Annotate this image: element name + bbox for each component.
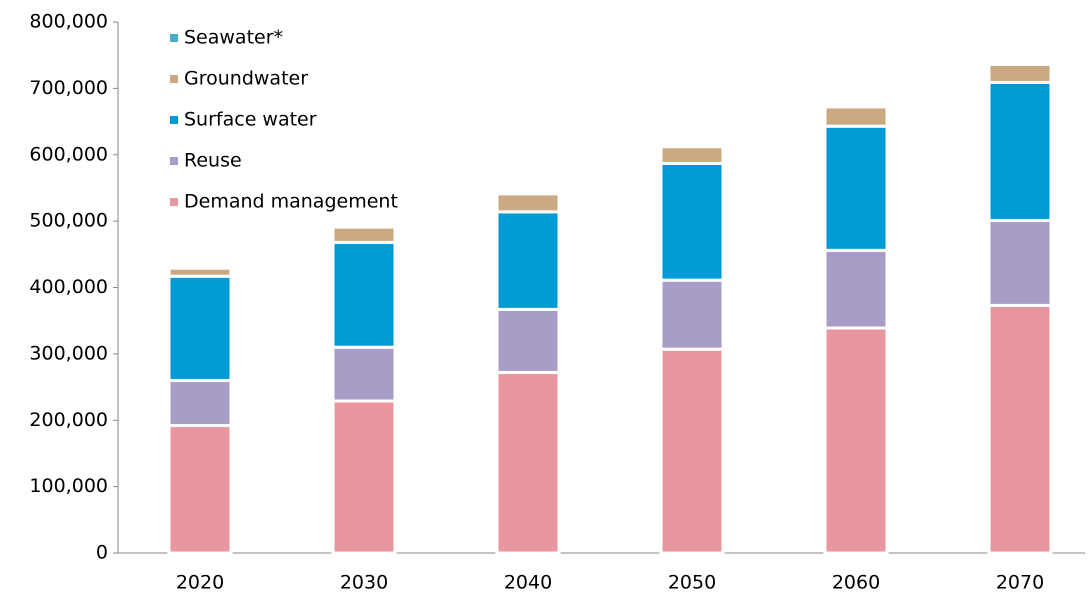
legend-label: Reuse bbox=[184, 150, 242, 172]
bar-segment bbox=[823, 248, 889, 330]
legend-swatch bbox=[170, 157, 178, 165]
bar-segment bbox=[987, 303, 1053, 555]
legend-label: Groundwater bbox=[184, 68, 308, 90]
bar-segment bbox=[495, 210, 561, 311]
x-tick-label: 2050 bbox=[668, 572, 716, 594]
legend-swatch bbox=[170, 116, 178, 124]
x-tick-label: 2070 bbox=[996, 572, 1044, 594]
bar-segment bbox=[495, 192, 561, 214]
legend-swatch bbox=[170, 34, 178, 42]
bar-segment bbox=[167, 378, 233, 428]
bar-segment bbox=[659, 161, 725, 282]
legend-label: Seawater* bbox=[184, 27, 283, 49]
bar-segment bbox=[659, 278, 725, 351]
legend-label: Surface water bbox=[184, 109, 317, 131]
bar-segment bbox=[495, 307, 561, 374]
y-tick-label: 800,000 bbox=[29, 11, 108, 33]
y-tick-label: 100,000 bbox=[29, 475, 108, 497]
bar-segment bbox=[167, 266, 233, 278]
bar-segment bbox=[331, 240, 397, 349]
bar-segment bbox=[987, 80, 1053, 222]
bar-segment bbox=[823, 105, 889, 128]
y-tick-label: 200,000 bbox=[29, 409, 108, 431]
bar-segment bbox=[331, 345, 397, 403]
bar-segment bbox=[823, 124, 889, 252]
x-tick-label: 2060 bbox=[832, 572, 880, 594]
bar-segment bbox=[659, 347, 725, 555]
y-tick-label: 0 bbox=[96, 542, 108, 564]
bar-segment bbox=[331, 225, 397, 244]
x-tick-label: 2040 bbox=[504, 572, 552, 594]
bar-segment bbox=[331, 399, 397, 555]
x-tick-label: 2030 bbox=[340, 572, 388, 594]
legend-swatch bbox=[170, 75, 178, 83]
bar-segment bbox=[659, 145, 725, 165]
bar-segment bbox=[987, 62, 1053, 84]
x-tick-label: 2020 bbox=[176, 572, 224, 594]
bar-segment bbox=[167, 274, 233, 382]
bar-segment bbox=[495, 370, 561, 555]
legend-swatch bbox=[170, 198, 178, 206]
y-tick-label: 600,000 bbox=[29, 143, 108, 165]
bar-segment bbox=[167, 424, 233, 555]
y-tick-label: 300,000 bbox=[29, 342, 108, 364]
bar-segment bbox=[823, 326, 889, 555]
legend-label: Demand management bbox=[184, 191, 398, 213]
bar-segment bbox=[987, 218, 1053, 307]
y-tick-label: 700,000 bbox=[29, 77, 108, 99]
y-tick-label: 500,000 bbox=[29, 210, 108, 232]
y-tick-label: 400,000 bbox=[29, 276, 108, 298]
